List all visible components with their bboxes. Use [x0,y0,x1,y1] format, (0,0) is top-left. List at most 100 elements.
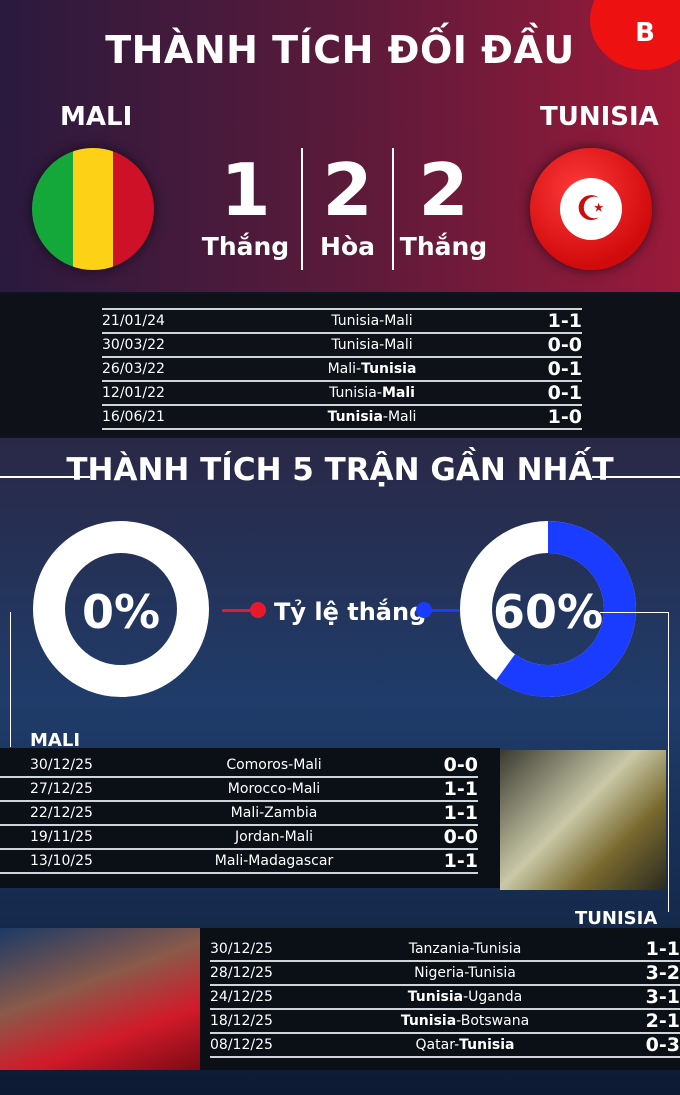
divider [301,148,303,270]
mali-form-panel: 30/12/25 Comoros-Mali 0-0 27/12/25 Morocco-M… [0,748,500,888]
match-teams: Nigeria-Tunisia [330,961,600,986]
mali-win-rate: 0% [81,585,161,639]
connector-left [222,609,258,612]
match-score: 0-0 [398,754,478,778]
match-score: 1-1 [398,849,478,874]
match-score: 0-0 [522,333,582,358]
home-team: Tunisia [400,1013,457,1029]
home-team: Tunisia [329,385,377,401]
form-title: THÀNH TÍCH 5 TRẬN GẦN NHẤT [66,452,614,488]
away-team: Mali [291,781,321,797]
home-team: Tunisia [407,989,464,1005]
home-team: Tunisia [331,313,380,329]
match-date: 21/01/24 [102,309,222,334]
away-team: Mali [384,337,413,353]
page-title: THÀNH TÍCH ĐỐI ĐẦU [105,28,575,72]
home-team: Morocco [227,781,287,797]
match-date: 27/12/25 [0,777,150,802]
match-score: 2-1 [600,1009,680,1034]
match-score: 0-1 [522,357,582,382]
match-score: 0-0 [398,825,478,850]
red-dot-icon [250,602,266,618]
away-team: Mali [293,757,322,773]
away-team: Zambia [264,805,318,821]
match-score: 1-1 [600,938,680,962]
match-teams: Jordan-Mali [150,825,398,850]
connector-right [428,609,460,612]
divider [392,148,394,270]
h2h-table: 21/01/24 Tunisia-Mali 1-1 30/03/22 Tunisia-M… [102,308,582,430]
match-teams: Tunisia-Mali [222,405,522,430]
match-score: 1-1 [398,801,478,826]
h2h-panel: 21/01/24 Tunisia-Mali 1-1 30/03/22 Tunisia-M… [0,294,680,436]
mali-form-table: 30/12/25 Comoros-Mali 0-0 27/12/25 Morocco-M… [0,754,478,874]
home-team: Comoros [226,757,289,773]
match-date: 28/12/25 [210,961,330,986]
stat-mali-wins: 1 Thắng [198,148,293,261]
match-teams: Tunisia-Mali [222,381,522,406]
match-row: 18/12/25 Tunisia-Botswana 2-1 [210,1009,680,1034]
match-date: 08/12/25 [210,1033,330,1058]
match-date: 12/01/22 [102,381,222,406]
away-team: Uganda [468,989,523,1005]
match-score: 0-1 [522,381,582,406]
divider [592,476,680,478]
match-row: 22/12/25 Mali-Zambia 1-1 [0,801,478,826]
match-teams: Tunisia-Mali [222,333,522,358]
match-row: 30/12/25 Comoros-Mali 0-0 [0,754,478,778]
match-row: 12/01/22 Tunisia-Mali 0-1 [102,381,582,406]
stat-tunisia-wins: 2 Thắng [396,148,491,261]
match-score: 0-3 [600,1033,680,1058]
home-team: Mali [230,805,260,821]
match-date: 24/12/25 [210,985,330,1010]
match-date: 30/12/25 [0,754,150,778]
match-score: 3-2 [600,961,680,986]
match-score: 1-1 [522,309,582,334]
away-team: Tunisia [459,1037,515,1053]
stat-label: Thắng [399,232,488,261]
mali-form-label: MALI [30,730,81,751]
home-team: Jordan [234,829,280,845]
match-row: 28/12/25 Nigeria-Tunisia 3-2 [210,961,680,986]
tunisia-win-rate: 60% [492,585,604,639]
win-rate-label: Tỷ lệ thắng [274,598,427,626]
away-team: Mali [387,409,417,425]
mali-flag-icon [32,148,154,270]
match-teams: Tunisia-Uganda [330,985,600,1010]
home-team: Tunisia [331,337,380,353]
match-row: 19/11/25 Jordan-Mali 0-0 [0,825,478,850]
divider [600,612,668,613]
tunisia-flag-icon: ☪ [530,148,652,270]
away-team: Mali [381,385,415,401]
divider [668,612,669,912]
away-team: Mali [284,829,314,845]
away-team: Tunisia [473,941,522,957]
match-date: 19/11/25 [0,825,150,850]
home-team: Mali [214,853,244,869]
team-left-name: MALI [60,102,133,132]
match-teams: Mali-Zambia [150,801,398,826]
match-score: 1-1 [398,777,478,802]
tunisia-players-photo [0,928,205,1070]
match-row: 16/06/21 Tunisia-Mali 1-0 [102,405,582,430]
stat-label: Thắng [201,232,290,261]
blue-dot-icon [416,602,432,618]
away-team: Botswana [460,1013,530,1029]
match-teams: Comoros-Mali [150,754,398,778]
match-row: 21/01/24 Tunisia-Mali 1-1 [102,309,582,334]
match-date: 18/12/25 [210,1009,330,1034]
tunisia-form-label: TUNISIA [575,908,658,929]
match-teams: Tunisia-Botswana [330,1009,600,1034]
match-score: 1-0 [522,405,582,430]
stat-value: 1 [220,148,271,232]
match-date: 30/12/25 [210,938,330,962]
match-row: 30/03/22 Tunisia-Mali 0-0 [102,333,582,358]
tunisia-win-rate-donut [460,521,636,697]
match-row: 08/12/25 Qatar-Tunisia 0-3 [210,1033,680,1058]
divider [10,612,11,747]
away-team: Tunisia [468,965,516,981]
match-row: 13/10/25 Mali-Madagascar 1-1 [0,849,478,874]
team-right-name: TUNISIA [540,102,659,132]
tunisia-form-panel: 30/12/25 Tanzania-Tunisia 1-1 28/12/25 Niger… [200,928,680,1070]
home-team: Tunisia [327,409,383,425]
